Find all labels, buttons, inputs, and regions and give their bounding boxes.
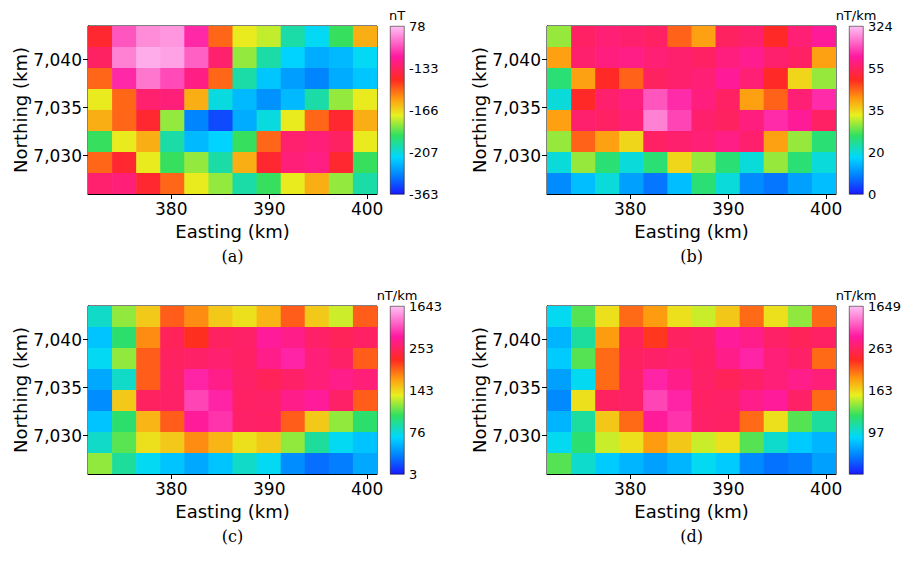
svg-text:3: 3 — [409, 467, 417, 482]
svg-text:253: 253 — [409, 341, 434, 356]
svg-text:7,030: 7,030 — [492, 146, 541, 166]
svg-text:380: 380 — [155, 479, 187, 499]
svg-text:7,040: 7,040 — [492, 330, 541, 350]
svg-text:390: 390 — [712, 479, 744, 499]
svg-text:400: 400 — [810, 479, 842, 499]
svg-text:400: 400 — [351, 199, 383, 219]
svg-text:7,030: 7,030 — [33, 146, 82, 166]
svg-text:7,040: 7,040 — [33, 50, 82, 70]
svg-text:nT/km: nT/km — [835, 288, 877, 303]
svg-text:76: 76 — [409, 425, 426, 440]
svg-text:55: 55 — [868, 61, 885, 76]
svg-text:7,035: 7,035 — [492, 378, 541, 398]
svg-text:Northing (km): Northing (km) — [10, 327, 31, 453]
svg-text:(a): (a) — [221, 247, 243, 266]
svg-text:35: 35 — [868, 103, 885, 118]
svg-text:380: 380 — [614, 479, 646, 499]
svg-text:390: 390 — [712, 199, 744, 219]
svg-text:1643: 1643 — [409, 299, 442, 314]
svg-text:(c): (c) — [222, 527, 243, 546]
svg-text:Easting (km): Easting (km) — [175, 501, 289, 522]
svg-text:-166: -166 — [409, 103, 439, 118]
svg-text:78: 78 — [409, 19, 426, 34]
svg-text:Northing (km): Northing (km) — [469, 327, 490, 453]
svg-text:Easting (km): Easting (km) — [634, 221, 748, 242]
svg-text:20: 20 — [868, 145, 885, 160]
svg-text:nT/km: nT/km — [376, 288, 418, 303]
svg-text:-207: -207 — [409, 145, 439, 160]
svg-text:7,035: 7,035 — [33, 378, 82, 398]
svg-text:Easting (km): Easting (km) — [175, 221, 289, 242]
svg-text:400: 400 — [351, 479, 383, 499]
svg-text:7,035: 7,035 — [33, 98, 82, 118]
svg-text:400: 400 — [810, 199, 842, 219]
svg-text:1649: 1649 — [868, 299, 901, 314]
svg-text:-363: -363 — [409, 187, 439, 202]
svg-text:380: 380 — [614, 199, 646, 219]
svg-text:(d): (d) — [680, 527, 703, 546]
svg-text:7,030: 7,030 — [33, 426, 82, 446]
svg-text:0: 0 — [868, 187, 876, 202]
svg-text:324: 324 — [868, 19, 893, 34]
svg-text:380: 380 — [155, 199, 187, 219]
svg-text:nT/km: nT/km — [835, 8, 877, 23]
svg-text:263: 263 — [868, 341, 893, 356]
svg-text:7,040: 7,040 — [492, 50, 541, 70]
svg-text:7,030: 7,030 — [492, 426, 541, 446]
svg-text:Easting (km): Easting (km) — [634, 501, 748, 522]
svg-text:390: 390 — [253, 479, 285, 499]
svg-text:7,040: 7,040 — [33, 330, 82, 350]
svg-text:Northing (km): Northing (km) — [10, 47, 31, 173]
svg-text:97: 97 — [868, 425, 885, 440]
svg-text:-133: -133 — [409, 61, 439, 76]
svg-text:Northing (km): Northing (km) — [469, 47, 490, 173]
svg-text:(b): (b) — [680, 247, 703, 266]
svg-text:163: 163 — [868, 383, 893, 398]
svg-text:143: 143 — [409, 383, 434, 398]
svg-text:nT: nT — [389, 8, 405, 23]
svg-text:390: 390 — [253, 199, 285, 219]
svg-text:7,035: 7,035 — [492, 98, 541, 118]
